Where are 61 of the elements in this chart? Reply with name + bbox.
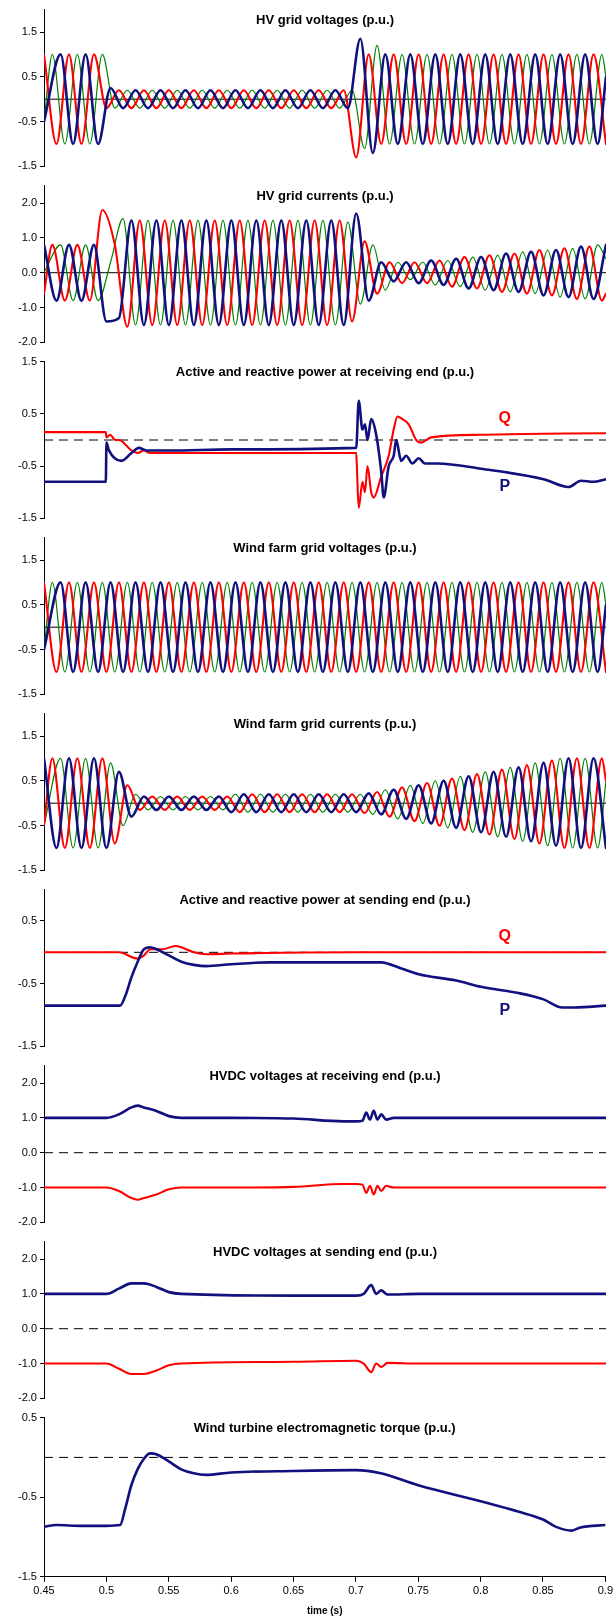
y-tick-label: 0.5 (21, 69, 37, 82)
series-label: Q (498, 409, 512, 427)
y-tick-label: -1.0 (18, 300, 37, 313)
y-tick-label: 0.5 (21, 773, 37, 786)
x-tick-label: 0.5 (98, 1584, 115, 1597)
y-tick-label: 0.5 (21, 406, 37, 419)
chart-title: HV grid voltages (p.u.) (256, 12, 394, 28)
y-tick-label: 2.0 (21, 1252, 37, 1265)
x-tick-label: 0.9 (597, 1584, 613, 1597)
y-tick-label: -0.5 (18, 1490, 37, 1503)
x-tick-label: 0.85 (532, 1584, 554, 1597)
y-tick-label: 2.0 (21, 196, 37, 209)
y-tick-label: -2.0 (18, 335, 37, 348)
y-tick-label: -1.5 (18, 1039, 37, 1052)
x-axis-title: time (s) (306, 1604, 343, 1616)
x-tick-label: 0.55 (158, 1584, 180, 1597)
chart-title: HV grid currents (p.u.) (256, 188, 394, 204)
chart-title: HVDC voltages at receiving end (p.u.) (209, 1068, 441, 1084)
chart-title: Wind farm grid voltages (p.u.) (233, 540, 417, 556)
y-tick-label: -1.5 (18, 511, 37, 524)
y-tick-label: 1.0 (21, 230, 37, 243)
y-tick-label: 1.0 (21, 1110, 37, 1123)
y-tick-label: 1.5 (21, 729, 37, 742)
chart-title: Active and reactive power at sending end (p.u.) (179, 892, 471, 908)
y-tick-label: -0.5 (18, 459, 37, 472)
y-tick-label: 1.0 (21, 1286, 37, 1299)
x-tick-label: 0.6 (223, 1584, 239, 1597)
y-tick-label: -0.5 (18, 642, 37, 655)
y-tick-label: -0.5 (18, 114, 37, 127)
y-tick-label: -1.0 (18, 1180, 37, 1193)
y-tick-label: -1.5 (18, 863, 37, 876)
y-tick-label: -0.5 (18, 976, 37, 989)
y-tick-label: -0.5 (18, 818, 37, 831)
y-tick-label: 0.5 (21, 597, 37, 610)
series-label: Q (498, 926, 512, 944)
y-tick-label: 1.5 (21, 25, 37, 38)
x-tick-label: 0.65 (282, 1584, 305, 1597)
y-tick-label: 2.0 (21, 1076, 37, 1089)
x-tick-label: 0.7 (348, 1584, 364, 1597)
x-tick-label: 0.45 (33, 1584, 55, 1597)
chart-title: Wind turbine electromagnetic torque (p.u.) (193, 1420, 456, 1436)
y-tick-label: 1.5 (21, 354, 37, 367)
y-tick-label: 0.5 (21, 1410, 37, 1423)
y-tick-label: -1.0 (18, 1356, 37, 1369)
y-tick-label: -1.5 (18, 687, 37, 700)
x-tick-label: 0.8 (472, 1584, 489, 1597)
y-tick-label: 0.0 (21, 265, 37, 278)
chart-title: Wind farm grid currents (p.u.) (233, 716, 417, 732)
y-tick-label: -1.5 (18, 159, 37, 172)
y-tick-label: 1.5 (21, 553, 37, 566)
series-label: P (499, 1001, 511, 1019)
y-tick-label: 0.0 (21, 1145, 37, 1158)
y-tick-label: -1.5 (18, 1569, 37, 1582)
series-label: P (499, 477, 511, 495)
y-tick-label: 0.0 (21, 1321, 37, 1334)
y-tick-label: 0.5 (21, 913, 37, 926)
x-tick-label: 0.75 (407, 1584, 429, 1597)
chart-title: HVDC voltages at sending end (p.u.) (213, 1244, 437, 1260)
y-tick-label: -2.0 (18, 1215, 37, 1228)
y-tick-label: -2.0 (18, 1391, 37, 1404)
chart-title: Active and reactive power at receiving end (p.u.) (175, 364, 475, 380)
